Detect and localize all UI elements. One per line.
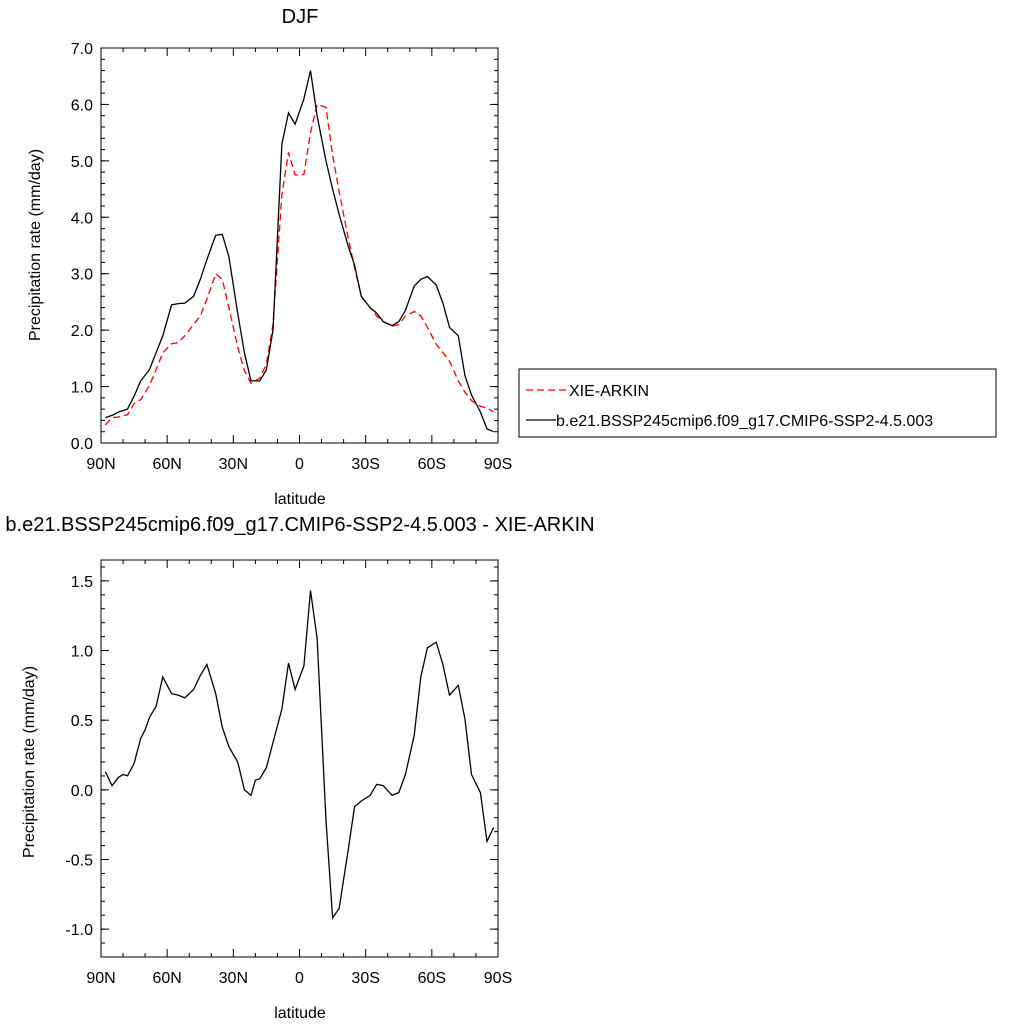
series-line-1 [105, 70, 494, 433]
x-tick-label: 30S [351, 456, 379, 473]
legend: XIE-ARKIN b.e21.BSSP245cmip6.f09_g17.CMI… [518, 368, 997, 438]
y-tick-label: -1.0 [65, 922, 93, 939]
x-axis-ticks: 90N 60N 30N 0 30S 60S 90S [86, 48, 512, 473]
x-axis-label: latitude [274, 491, 326, 508]
y-tick-label: 1.5 [71, 574, 93, 591]
y-tick-label: 7.0 [71, 41, 93, 58]
y-axis-ticks: 1.5 1.0 0.5 0.0 -0.5 -1.0 [65, 566, 498, 944]
x-tick-label: 30N [219, 970, 248, 987]
y-tick-label: -0.5 [65, 852, 93, 869]
y-tick-label: 6.0 [71, 97, 93, 114]
plot-frame [100, 559, 499, 958]
chart-difference: b.e21.BSSP245cmip6.f09_g17.CMIP6-SSP2-4.… [5, 514, 594, 1022]
y-tick-label: 3.0 [71, 267, 93, 284]
y-tick-label: 2.0 [71, 323, 93, 340]
y-axis-label: Precipitation rate (mm/day) [27, 149, 44, 341]
series-lines [104, 590, 495, 920]
legend-label-xie-arkin: XIE-ARKIN [569, 383, 649, 400]
x-tick-label: 0 [295, 456, 304, 473]
y-tick-label: 4.0 [71, 210, 93, 227]
x-tick-label: 90S [484, 970, 512, 987]
chart-djf-precipitation: DJF 90N 60N 30N 0 30S 60S 90S 0.0 1.0 2.0 3.0 4.0 5… [27, 6, 997, 508]
y-tick-label: 5.0 [71, 154, 93, 171]
plot-border [100, 559, 499, 958]
x-tick-label: 60N [152, 456, 181, 473]
x-tick-label: 60N [152, 970, 181, 987]
x-tick-label: 30N [219, 456, 248, 473]
x-axis-label: latitude [274, 1005, 326, 1022]
legend-box [518, 368, 997, 438]
plot-border [100, 47, 499, 444]
x-tick-label: 30S [351, 970, 379, 987]
y-axis-ticks: 0.0 1.0 2.0 3.0 4.0 5.0 6.0 7.0 [71, 41, 498, 453]
x-tick-label: 0 [295, 970, 304, 987]
chart-title: DJF [282, 6, 319, 28]
y-tick-label: 1.0 [71, 644, 93, 661]
x-tick-label: 90N [86, 970, 115, 987]
x-tick-label: 60S [418, 970, 446, 987]
chart-title: b.e21.BSSP245cmip6.f09_g17.CMIP6-SSP2-4.… [5, 514, 594, 536]
x-axis-ticks: 90N 60N 30N 0 30S 60S 90S [86, 560, 512, 987]
x-tick-label: 90N [86, 456, 115, 473]
series-line-0 [104, 103, 494, 426]
y-tick-label: 1.0 [71, 380, 93, 397]
y-tick-label: 0.0 [71, 436, 93, 453]
plot-frame [100, 47, 499, 444]
y-axis-label: Precipitation rate (mm/day) [21, 666, 38, 858]
x-tick-label: 60S [418, 456, 446, 473]
y-tick-label: 0.5 [71, 713, 93, 730]
legend-label-model: b.e21.BSSP245cmip6.f09_g17.CMIP6-SSP2-4.… [556, 413, 933, 430]
y-tick-label: 0.0 [71, 783, 93, 800]
series-line-0 [104, 590, 495, 920]
series-lines [104, 70, 494, 433]
x-tick-label: 90S [484, 456, 512, 473]
